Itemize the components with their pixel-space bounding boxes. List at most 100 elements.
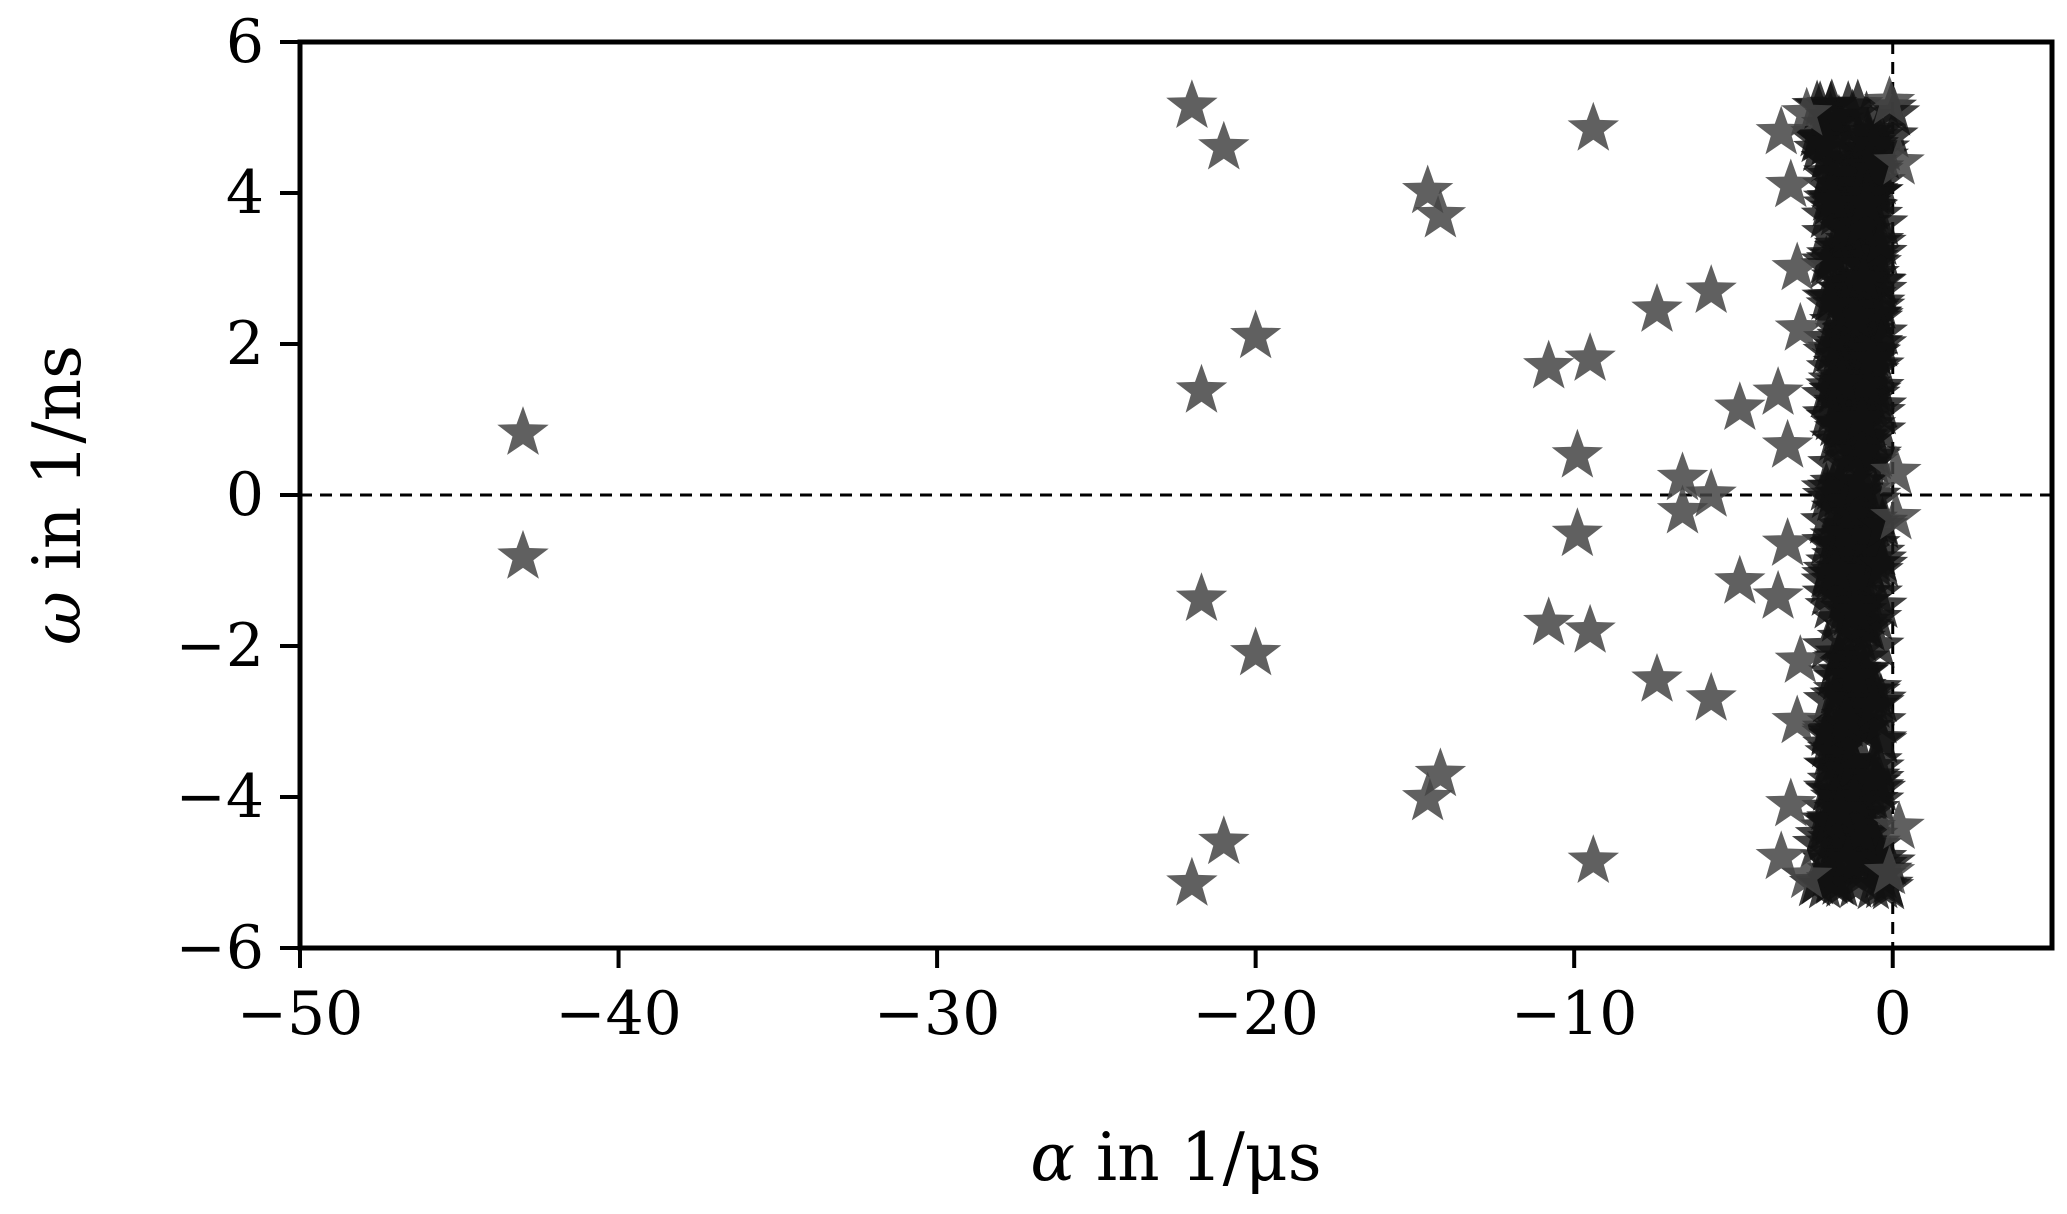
cluster-point: [1811, 592, 1864, 642]
cluster-point: [1805, 278, 1857, 328]
cluster-point: [1856, 499, 1909, 549]
x-axis-symbol: α: [1030, 1119, 1075, 1196]
cluster-point: [1820, 690, 1873, 740]
cluster-point: [1810, 545, 1862, 595]
data-point: [1873, 800, 1925, 849]
data-point: [1523, 339, 1575, 389]
cluster-point: [1804, 90, 1857, 140]
data-point: [1656, 451, 1709, 501]
cluster-point: [1849, 750, 1901, 799]
data-point: [1752, 366, 1804, 415]
cluster-point: [1840, 176, 1892, 226]
x-tick-label: 0: [1874, 979, 1912, 1049]
cluster-point: [1801, 206, 1853, 256]
data-point: [1752, 569, 1804, 619]
data-point: [1230, 626, 1282, 676]
cluster-point: [1832, 78, 1884, 128]
x-axis-unit-text: in 1/μs: [1075, 1119, 1322, 1196]
cluster-point: [1855, 216, 1907, 266]
data-point: [1685, 468, 1737, 517]
x-tick-label: −50: [237, 979, 364, 1049]
cluster-point: [1801, 702, 1854, 751]
data-point: [1402, 771, 1454, 821]
data-point: [1564, 603, 1616, 653]
data-point: [1755, 830, 1807, 880]
cluster-point: [1856, 831, 1908, 881]
y-axis-unit-text: in 1/ns: [19, 345, 96, 591]
cluster-point: [1836, 392, 1888, 442]
data-point: [497, 406, 549, 455]
y-tick-label: 2: [226, 309, 264, 379]
cluster-point: [1835, 550, 1887, 600]
cluster-point: [1835, 425, 1888, 475]
cluster-point: [1807, 174, 1859, 223]
cluster-point: [1846, 333, 1899, 383]
cluster-point: [1836, 158, 1888, 208]
cluster-point: [1813, 783, 1865, 833]
data-point: [1551, 428, 1603, 478]
data-point: [1551, 507, 1603, 557]
cluster-point: [1855, 714, 1908, 764]
cluster-point: [1849, 817, 1901, 866]
data-points: [497, 75, 1925, 910]
data-point: [1198, 815, 1250, 865]
data-point: [1567, 101, 1619, 151]
x-tick-label: −30: [874, 979, 1001, 1049]
data-point: [1761, 517, 1814, 566]
cluster-point: [1806, 844, 1858, 894]
cluster-point: [1801, 567, 1853, 616]
cluster-point: [1838, 632, 1890, 681]
cluster-point: [1814, 468, 1866, 518]
data-point: [1175, 363, 1228, 413]
cluster-point: [1829, 290, 1881, 339]
cluster-point: [1802, 673, 1855, 723]
cluster-point: [1848, 118, 1900, 168]
data-point: [1755, 105, 1807, 155]
cluster-point: [1835, 806, 1887, 856]
y-tick-label: −4: [176, 762, 264, 832]
cluster-point: [1830, 488, 1882, 538]
data-point: [1714, 554, 1766, 604]
cluster-point: [1849, 144, 1901, 194]
cluster-point: [1829, 585, 1882, 635]
y-tick-label: −6: [176, 913, 264, 983]
cluster-point: [1791, 79, 1843, 129]
cluster-point: [1816, 719, 1868, 768]
cluster-point: [1848, 782, 1900, 832]
cluster-point: [1811, 329, 1863, 379]
y-axis-label: ω in 1/ns: [19, 345, 96, 645]
cluster-point: [1842, 106, 1894, 156]
cluster-point: [1848, 679, 1900, 728]
data-point: [1523, 596, 1575, 646]
cluster-point: [1847, 860, 1899, 910]
cluster-point: [1835, 198, 1888, 248]
cluster-point: [1816, 356, 1868, 405]
data-point: [1765, 158, 1817, 208]
cluster-point: [1800, 239, 1852, 289]
cluster-point: [1823, 634, 1875, 684]
data-point: [1761, 418, 1814, 468]
y-axis-symbol: ω: [19, 591, 96, 645]
cluster-point: [1848, 282, 1900, 331]
data-point: [1781, 86, 1833, 136]
data-point: [1175, 572, 1228, 621]
y-tick-label: 4: [226, 158, 264, 228]
data-point: [1771, 241, 1823, 291]
data-point: [1870, 490, 1922, 540]
cluster-point: [1807, 437, 1859, 487]
x-tick-label: −40: [555, 979, 682, 1049]
data-point: [1564, 332, 1616, 381]
data-point: [1230, 309, 1282, 359]
x-tick-label: −20: [1192, 979, 1319, 1049]
data-point: [1863, 75, 1916, 125]
cluster-point: [1842, 509, 1895, 559]
cluster-point: [1840, 357, 1892, 407]
data-point: [1771, 694, 1823, 744]
cluster-point: [1856, 538, 1909, 588]
data-point: [1631, 283, 1683, 332]
data-point: [1774, 301, 1826, 351]
data-point: [1781, 849, 1833, 899]
cluster-point: [1801, 619, 1853, 669]
data-point: [1863, 845, 1916, 895]
